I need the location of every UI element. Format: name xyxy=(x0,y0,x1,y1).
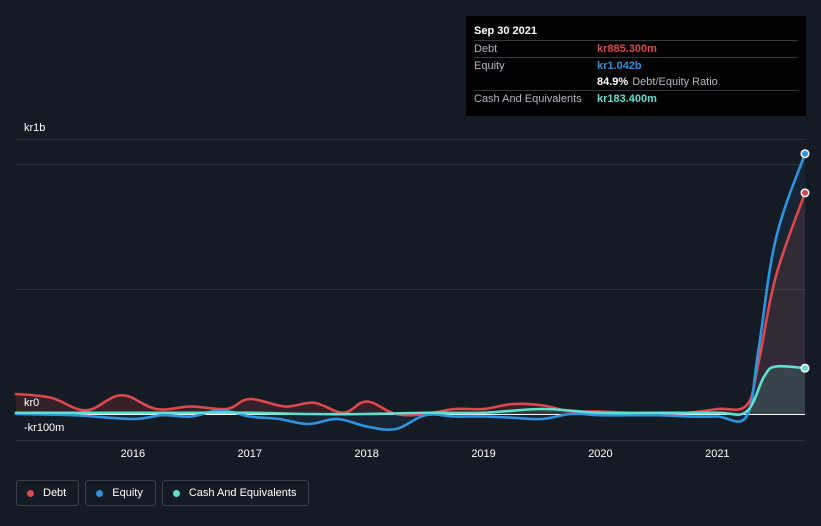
legend-label-cash: Cash And Equivalents xyxy=(188,487,297,499)
tooltip-value-equity: kr1.042b xyxy=(597,60,642,72)
tooltip-date: Sep 30 2021 xyxy=(474,25,537,37)
tooltip-label-equity: Equity xyxy=(474,60,505,72)
y-axis-label-top: kr1b xyxy=(24,122,46,134)
series-lines xyxy=(14,152,807,432)
tooltip-value-debt: kr885.300m xyxy=(597,43,657,55)
tooltip-row-debt: Debt kr885.300m xyxy=(474,40,798,57)
series-line-debt xyxy=(14,191,807,417)
series-areas xyxy=(16,153,805,430)
y-axis-label-zero: kr0 xyxy=(24,397,40,409)
series-line-cash xyxy=(14,364,807,416)
legend-label-equity: Equity xyxy=(112,487,143,499)
tooltip-label-ratio-spacer xyxy=(474,74,597,90)
area-debt xyxy=(16,192,805,416)
x-tick-label: 2018 xyxy=(354,448,378,460)
x-tick-label: 2019 xyxy=(471,448,495,460)
data-tooltip: Sep 30 2021 Debt kr885.300m Equity kr1.0… xyxy=(466,16,806,116)
area-equity xyxy=(16,153,805,430)
series-endpoints xyxy=(800,149,810,373)
tooltip-row-ratio: 84.9% Debt/Equity Ratio xyxy=(474,74,798,90)
x-axis-ticks: 2016 2017 2018 2019 2020 2021 xyxy=(121,448,730,460)
tooltip-row-cash: Cash And Equivalents kr183.400m xyxy=(474,90,798,107)
legend-dot-equity-icon xyxy=(96,489,104,497)
tooltip-row-equity: Equity kr1.042b xyxy=(474,57,798,74)
tooltip-ratio-value: 84.9% xyxy=(597,76,629,88)
legend-dot-cash-icon xyxy=(172,489,180,497)
tooltip-value-cash: kr183.400m xyxy=(597,93,657,105)
legend-item-cash[interactable]: Cash And Equivalents xyxy=(161,480,310,506)
chart-grid xyxy=(16,139,805,441)
x-tick-label: 2020 xyxy=(588,448,612,460)
tooltip-label-debt: Debt xyxy=(474,43,498,55)
endpoint-equity xyxy=(800,149,810,159)
x-tick-label: 2016 xyxy=(121,448,145,460)
series-line-equity xyxy=(14,152,807,432)
x-tick-label: 2017 xyxy=(238,448,262,460)
endpoint-debt xyxy=(800,188,810,198)
legend-dot-debt-icon xyxy=(27,489,34,497)
y-axis-label-bottom: -kr100m xyxy=(24,422,65,434)
chart-legend: Debt Equity Cash And Equivalents xyxy=(16,480,310,506)
tooltip-ratio-label: Debt/Equity Ratio xyxy=(632,76,718,88)
legend-item-debt[interactable]: Debt xyxy=(16,480,80,506)
endpoint-cash xyxy=(800,363,810,373)
tooltip-label-cash: Cash And Equivalents xyxy=(474,93,582,105)
legend-item-equity[interactable]: Equity xyxy=(85,480,156,506)
x-tick-label: 2021 xyxy=(705,448,729,460)
legend-label-debt: Debt xyxy=(43,487,67,499)
